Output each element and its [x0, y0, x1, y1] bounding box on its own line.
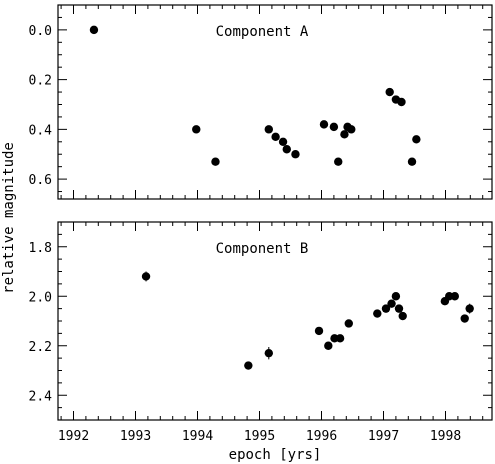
- y-tick-label: 2.2: [29, 340, 52, 355]
- data-point: [344, 319, 353, 328]
- data-point: [264, 348, 273, 358]
- data-point: [373, 309, 382, 318]
- data-point: [391, 292, 401, 301]
- data-point: [141, 272, 151, 281]
- x-tick-label: 1994: [182, 429, 213, 444]
- data-point: [387, 299, 396, 308]
- x-tick-label: 1996: [306, 429, 337, 444]
- panel-component-a: 0.0 0.2 0.4 0.6 Component A: [29, 4, 493, 200]
- data-point: [319, 120, 329, 129]
- x-axis-label: epoch [yrs]: [229, 447, 322, 463]
- data-point: [407, 157, 417, 166]
- data-point: [324, 341, 333, 350]
- data-point: [329, 122, 339, 132]
- data-point: [465, 304, 474, 313]
- y-tick-label: 0.4: [29, 123, 53, 138]
- plot-frame: [57, 4, 493, 200]
- data-point: [450, 292, 459, 301]
- data-point: [211, 157, 220, 166]
- data-point: [340, 130, 349, 139]
- y-tick-label: 0.2: [29, 74, 52, 89]
- data-point: [385, 87, 394, 97]
- data-point: [397, 97, 406, 107]
- y-tick-label: 0.6: [29, 173, 52, 188]
- x-tick-label: 1997: [368, 429, 399, 444]
- x-tick-label: 1993: [120, 429, 151, 444]
- data-point: [334, 157, 343, 166]
- x-tick-label: 1995: [244, 429, 275, 444]
- data-point: [394, 304, 404, 313]
- y-tick-label: 2.0: [29, 290, 52, 305]
- data-point: [381, 304, 391, 313]
- data-point: [244, 361, 253, 370]
- data-point: [412, 135, 421, 144]
- data-point: [335, 334, 345, 343]
- data-point: [314, 326, 324, 336]
- data-point: [282, 145, 291, 154]
- y-tick-label: 2.4: [29, 389, 53, 404]
- data-point: [264, 125, 273, 134]
- data-point: [271, 132, 280, 142]
- data-point: [347, 125, 356, 134]
- panel-component-b: 1.8 2.0 2.2 2.4 1992 1993 1994 1995 1996 1997 1998…: [29, 221, 493, 444]
- y-tick-label: 0.0: [29, 24, 52, 39]
- data-point: [192, 125, 201, 134]
- data-point: [89, 25, 99, 35]
- data-point: [278, 137, 288, 146]
- data-point: [291, 150, 300, 159]
- data-point: [398, 311, 407, 321]
- x-tick-label: 1998: [430, 429, 461, 444]
- panel-title: Component A: [216, 24, 309, 40]
- data-point: [460, 314, 469, 323]
- y-tick-label: 1.8: [29, 241, 52, 256]
- y-axis-label: relative magnitude: [1, 142, 17, 294]
- x-tick-label: 1992: [58, 429, 89, 444]
- panel-title: Component B: [216, 241, 309, 257]
